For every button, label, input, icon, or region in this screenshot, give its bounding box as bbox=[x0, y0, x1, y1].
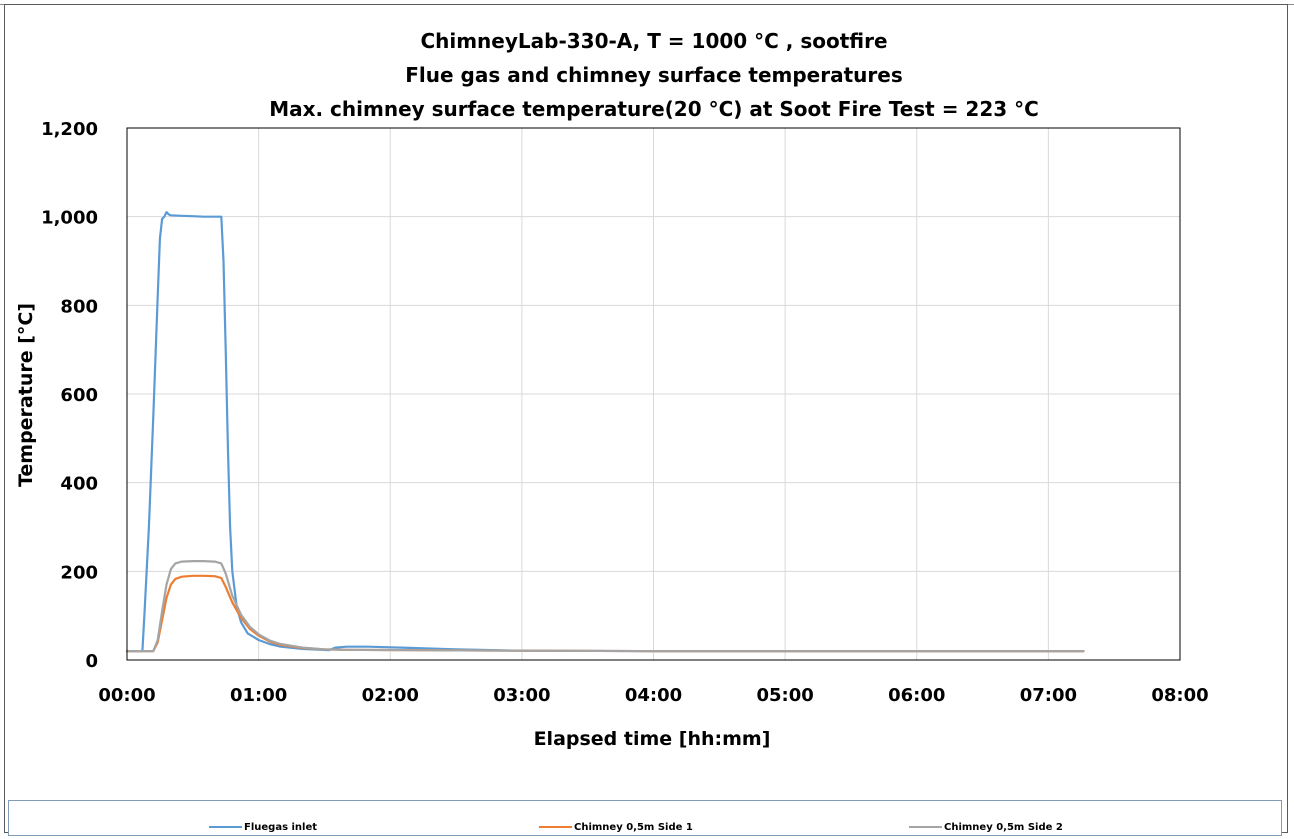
x-tick-label: 01:00 bbox=[230, 685, 287, 706]
legend-label: Chimney 0,5m Side 1 bbox=[574, 821, 693, 833]
legend-item-chimney-side-1: Chimney 0,5m Side 1 bbox=[539, 821, 693, 833]
legend-swatch bbox=[209, 826, 242, 828]
grid bbox=[127, 127, 1181, 660]
legend-swatch bbox=[909, 826, 942, 828]
series-line-chimney-0-5m-side-2 bbox=[125, 560, 1085, 653]
x-tick-label: 08:00 bbox=[1151, 685, 1208, 706]
y-tick-label: 600 bbox=[60, 385, 98, 406]
plot-border bbox=[126, 127, 1181, 661]
y-tick-label: 200 bbox=[60, 562, 98, 583]
legend-item-chimney-side-2: Chimney 0,5m Side 2 bbox=[909, 821, 1063, 833]
x-tick-label: 00:00 bbox=[98, 685, 155, 706]
x-tick-label: 02:00 bbox=[362, 685, 419, 706]
y-tick-label: 1,000 bbox=[41, 208, 98, 229]
x-tick-label: 06:00 bbox=[888, 685, 945, 706]
legend-item-fluegas-inlet: Fluegas inlet bbox=[209, 821, 317, 833]
legend-label: Fluegas inlet bbox=[244, 821, 318, 833]
chart-title-line-2: Flue gas and chimney surface temperature… bbox=[405, 63, 903, 87]
x-tick-label: 05:00 bbox=[756, 685, 813, 706]
legend: Fluegas inlet Chimney 0,5m Side 1 Chimne… bbox=[8, 800, 1282, 836]
x-tick-label: 04:00 bbox=[625, 685, 682, 706]
series-lines bbox=[125, 211, 1085, 653]
x-tick-label: 03:00 bbox=[493, 685, 550, 706]
legend-label: Chimney 0,5m Side 2 bbox=[944, 821, 1063, 833]
x-axis-label: Elapsed time [hh:mm] bbox=[534, 728, 771, 750]
y-axis-label: Temperature [°C] bbox=[15, 303, 37, 487]
y-tick-label: 400 bbox=[60, 474, 98, 495]
series-line-fluegas-inlet bbox=[125, 211, 1085, 653]
tick-labels: 00:00 01:00 02:00 03:00 04:00 05:00 06:00 07:00… bbox=[41, 119, 1209, 706]
legend-swatch bbox=[539, 826, 572, 828]
axes bbox=[126, 127, 1181, 661]
y-tick-label: 0 bbox=[85, 651, 98, 672]
y-tick-label: 800 bbox=[60, 296, 98, 317]
x-tick-label: 07:00 bbox=[1020, 685, 1077, 706]
y-tick-label: 1,200 bbox=[41, 119, 98, 140]
chart-title-line-1: ChimneyLab-330-A, T = 1000 °C , sootfire bbox=[420, 29, 887, 53]
chart-title-line-3: Max. chimney surface temperature(20 °C) … bbox=[269, 97, 1039, 121]
